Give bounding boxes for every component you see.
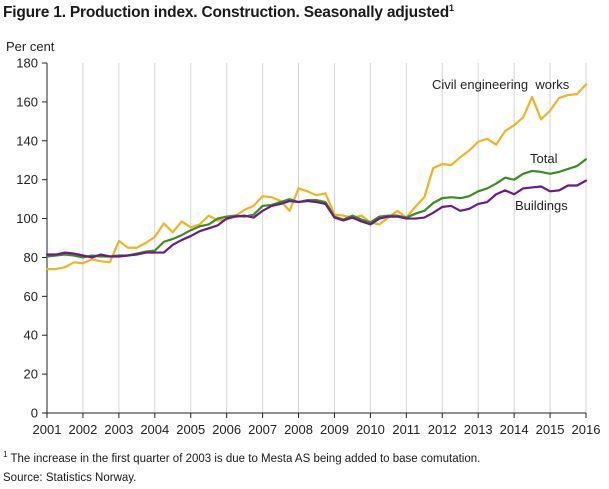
series-line-total: [45, 158, 588, 259]
y-tick-label: 40: [24, 328, 38, 343]
series-line-civil-engineering-works: [45, 83, 588, 271]
x-tick-label: 2009: [320, 422, 349, 437]
x-tick-label: 2014: [500, 422, 529, 437]
x-tick-label: 2010: [356, 422, 385, 437]
grid-layer: [46, 63, 587, 413]
y-tick-label: 160: [16, 94, 38, 109]
series-line-buildings: [45, 179, 588, 259]
x-tick-label: 2007: [248, 422, 277, 437]
chart-title: Figure 1. Production index. Construction…: [3, 2, 454, 22]
title-footnote-mark: 1: [448, 2, 454, 13]
axis-layer: 0 20 40 60 80 100 120 140 160 180 Per cent 2001 2002…: [6, 39, 600, 437]
x-tick-label: 2005: [176, 422, 205, 437]
y-tick-label: 20: [24, 367, 38, 382]
x-tick-label: 2015: [536, 422, 565, 437]
y-tick-label: 80: [24, 250, 38, 265]
y-tick-label: 60: [24, 289, 38, 304]
x-tick-label: 2001: [33, 422, 62, 437]
y-tick-label: 180: [16, 56, 38, 71]
series-label: Civil engineering works: [432, 77, 570, 92]
series-label: Buildings: [515, 198, 568, 213]
footnote: 1 The increase in the first quarter of 2…: [3, 450, 481, 465]
chart-title-text: Figure 1. Production index. Construction…: [3, 4, 449, 21]
y-tick-label: 100: [16, 211, 38, 226]
y-axis-label: Per cent: [6, 39, 55, 54]
series-layer: [45, 83, 588, 271]
y-tick-label: 120: [16, 172, 38, 187]
x-tick-label: 2008: [284, 422, 313, 437]
x-tick-label: 2012: [428, 422, 457, 437]
x-tick-label: 2002: [68, 422, 97, 437]
footnote-mark: 1: [3, 450, 8, 460]
x-tick-label: 2013: [464, 422, 493, 437]
x-tick-label: 2004: [140, 422, 169, 437]
x-tick-label: 2006: [212, 422, 241, 437]
x-tick-label: 2011: [392, 422, 420, 437]
footnote-text: The increase in the first quarter of 200…: [10, 453, 481, 465]
source-note: Source: Statistics Norway.: [3, 472, 137, 484]
x-tick-label: 2003: [104, 422, 133, 437]
y-tick-label: 140: [16, 133, 38, 148]
series-label: Total: [530, 151, 558, 166]
y-tick-label: 0: [31, 406, 38, 421]
x-tick-label: 2016: [572, 422, 601, 437]
series-label-layer: Civil engineering works Total Buildings: [432, 77, 570, 213]
